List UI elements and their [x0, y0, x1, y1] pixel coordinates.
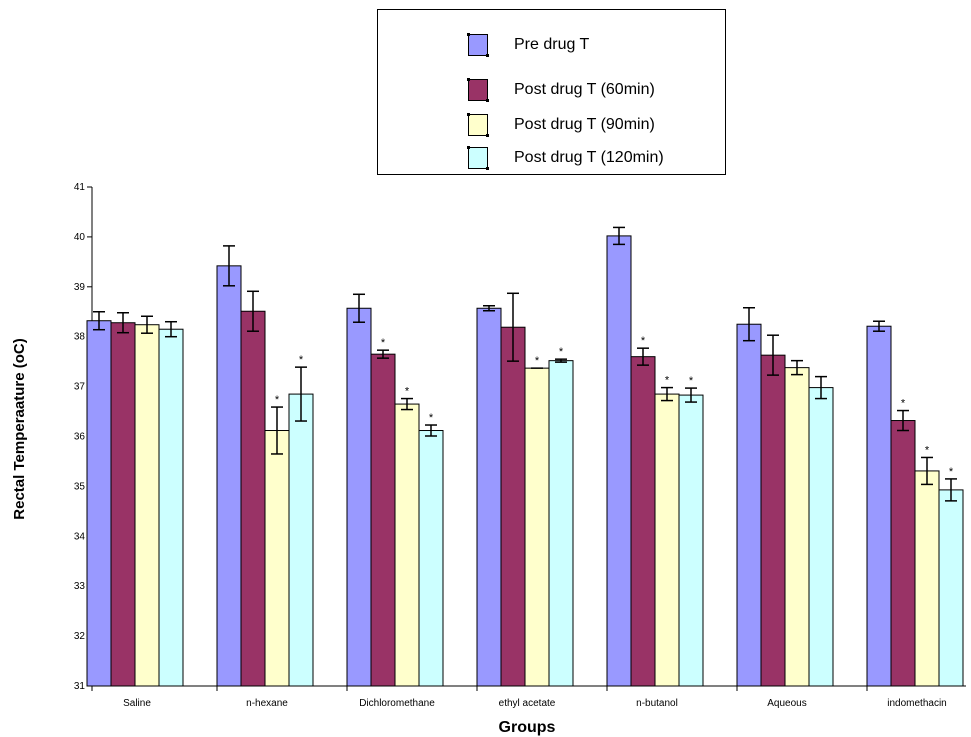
y-tick-label: 31 — [74, 681, 86, 692]
y-tick-label: 40 — [74, 232, 86, 243]
bar — [288, 393, 314, 687]
bar — [134, 324, 160, 687]
significance-marker: * — [405, 386, 410, 398]
bar — [890, 420, 916, 687]
bar — [524, 367, 550, 687]
legend-label-post-90: Post drug T (90min) — [514, 116, 655, 133]
y-tick-label: 41 — [74, 182, 86, 193]
bar — [264, 430, 290, 687]
significance-marker: * — [275, 394, 280, 406]
legend: Pre drug T Post drug T (60min) Post drug… — [377, 9, 726, 175]
x-tick-label: indomethacin — [887, 698, 946, 709]
bar — [630, 356, 656, 687]
legend-item-pre-drug: Pre drug T — [467, 30, 590, 60]
significance-marker: * — [665, 375, 670, 387]
significance-marker: * — [535, 355, 540, 367]
significance-marker: * — [299, 354, 304, 366]
x-tick-label: n-hexane — [246, 698, 288, 709]
significance-marker: * — [559, 346, 564, 358]
significance-marker: * — [901, 398, 906, 410]
y-tick-label: 36 — [74, 432, 86, 443]
bar — [158, 328, 184, 687]
y-tick-label: 39 — [74, 282, 86, 293]
bar — [346, 307, 372, 687]
bar — [86, 320, 112, 687]
bar — [866, 325, 892, 687]
y-tick-label: 34 — [74, 531, 86, 542]
bar — [678, 394, 704, 687]
legend-label-post-120: Post drug T (120min) — [514, 149, 664, 166]
y-tick-label: 33 — [74, 581, 86, 592]
x-tick-label: Saline — [123, 698, 151, 709]
legend-label-post-60: Post drug T (60min) — [514, 81, 655, 98]
significance-marker: * — [925, 444, 930, 456]
x-tick-label: Dichloromethane — [359, 698, 435, 709]
x-tick-label: Aqueous — [767, 698, 806, 709]
legend-swatch-post-90 — [467, 113, 489, 137]
y-tick-label: 32 — [74, 631, 86, 642]
bar — [370, 353, 396, 687]
bar — [654, 393, 680, 687]
legend-swatch-pre-drug — [467, 33, 489, 57]
bar — [938, 489, 964, 687]
bar — [500, 326, 526, 687]
significance-marker: * — [381, 337, 386, 349]
legend-swatch-post-120 — [467, 146, 489, 170]
x-tick-label: ethyl acetate — [499, 698, 556, 709]
legend-item-post-120: Post drug T (120min) — [467, 143, 664, 173]
bar — [476, 307, 502, 687]
bar — [606, 235, 632, 687]
bar — [418, 430, 444, 687]
bar — [216, 265, 242, 687]
y-axis-title: Rectal Temperaature (oC) — [11, 338, 28, 519]
bar — [784, 367, 810, 687]
bar — [240, 310, 266, 687]
significance-marker: * — [641, 335, 646, 347]
x-tick-label: n-butanol — [636, 698, 678, 709]
x-axis-title: Groups — [499, 719, 556, 736]
y-tick-label: 35 — [74, 481, 86, 492]
legend-item-post-90: Post drug T (90min) — [467, 110, 655, 140]
legend-item-post-60: Post drug T (60min) — [467, 75, 655, 105]
bar — [736, 323, 762, 687]
bar — [914, 470, 940, 687]
bar — [548, 360, 574, 687]
bar — [808, 387, 834, 687]
y-tick-label: 37 — [74, 382, 86, 393]
bar — [110, 322, 136, 687]
bar — [394, 403, 420, 687]
legend-label-pre-drug: Pre drug T — [514, 36, 590, 53]
bar — [760, 354, 786, 687]
legend-swatch-post-60 — [467, 78, 489, 102]
y-tick-label: 38 — [74, 332, 86, 343]
significance-marker: * — [949, 466, 954, 478]
significance-marker: * — [689, 375, 694, 387]
significance-marker: * — [429, 412, 434, 424]
